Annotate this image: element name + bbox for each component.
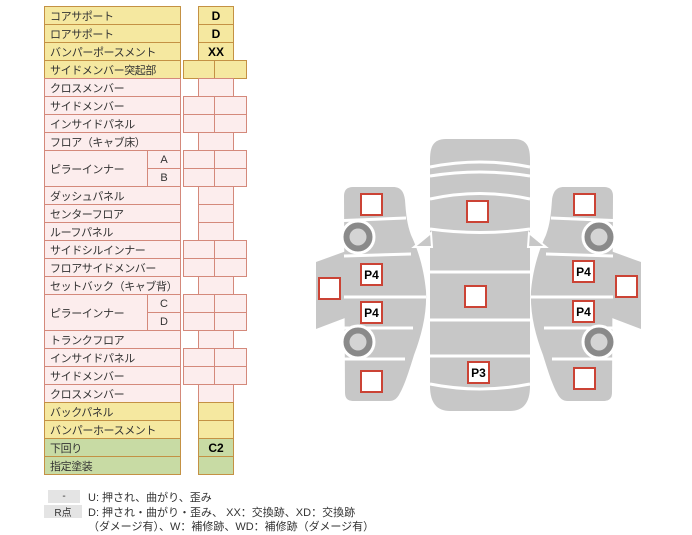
marker-top-view-windshield[interactable]	[466, 200, 489, 223]
marker-left-roof-side[interactable]	[318, 277, 341, 300]
legend-key: R点	[44, 504, 82, 519]
part-label: セットバック（キャブ背）	[44, 276, 181, 295]
pillar-section-label: B	[147, 168, 181, 187]
damage-code-cell[interactable]: D	[198, 24, 234, 43]
marker-left-rear-door[interactable]: P4	[360, 301, 383, 324]
legend-text: D: 押され・曲がり・歪み、 XX：交換跡、XD：交換跡	[88, 506, 356, 519]
marker-top-view-rear[interactable]: P3	[467, 361, 490, 384]
part-label: サイドシルインナー	[44, 240, 181, 259]
pillar-section-label: D	[147, 312, 181, 331]
part-label: サイドメンバー突起部	[44, 60, 181, 79]
marker-right-roof-side[interactable]	[615, 275, 638, 298]
damage-code-cell[interactable]: C2	[198, 438, 234, 457]
marker-right-rear-door[interactable]: P4	[572, 300, 595, 323]
marker-left-front-door[interactable]: P4	[360, 263, 383, 286]
car-top-view	[411, 139, 549, 411]
marker-right-front-door[interactable]: P4	[572, 260, 595, 283]
damage-parts-table: コアサポート D ロアサポート D バンパーポースメント XX サイドメンバー突起部 クロスメ…	[44, 6, 256, 478]
legend-text: U: 押され、曲がり、歪み	[88, 492, 212, 504]
part-label: ロアサポート	[44, 24, 181, 43]
part-label: バンパーポースメント	[44, 42, 181, 61]
part-label: 指定塗装	[44, 456, 181, 475]
legend-text: （ダメージ有）、W：補修跡、WD：補修跡（ダメージ有）	[88, 521, 375, 533]
marker-right-rear-quarter[interactable]	[573, 367, 596, 390]
left-mirror-icon	[411, 230, 434, 248]
marker-right-front-fender[interactable]	[573, 193, 596, 216]
marker-left-front-fender[interactable]	[360, 193, 383, 216]
part-label: クロスメンバー	[44, 78, 181, 97]
part-label: ピラーインナー	[44, 150, 149, 187]
part-label: フロア（キャブ床）	[44, 132, 181, 151]
part-label: バンパーホースメント	[44, 420, 181, 439]
right-mirror-icon	[526, 230, 549, 248]
legend-key: -	[48, 490, 80, 503]
part-label: フロアサイドメンバー	[44, 258, 181, 277]
part-label: サイドメンバー	[44, 96, 181, 115]
top-view-body	[430, 139, 530, 411]
marker-left-rear-quarter[interactable]	[360, 370, 383, 393]
marker-top-view-roof[interactable]	[464, 285, 487, 308]
damage-code-cell[interactable]	[198, 456, 234, 475]
part-label: ダッシュパネル	[44, 186, 181, 205]
